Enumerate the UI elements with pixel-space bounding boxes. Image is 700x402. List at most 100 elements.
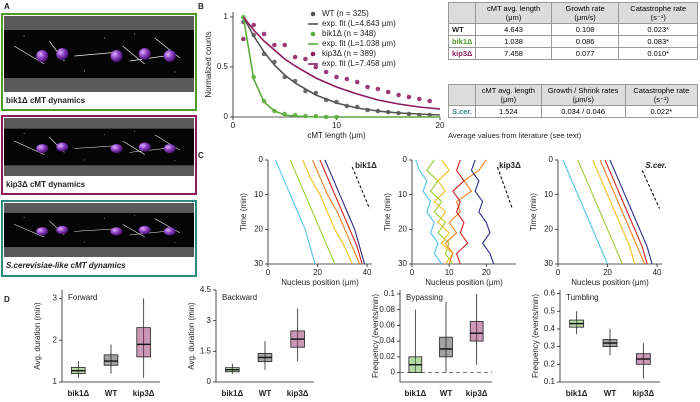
image-caption: S.cerevisiae-like cMT dynamics	[6, 261, 126, 270]
box	[136, 327, 151, 358]
row-label: S.cer.	[447, 105, 477, 118]
y-tick-label: 0.08	[379, 305, 395, 314]
trajectory	[452, 159, 469, 265]
trajectory	[609, 159, 653, 265]
y-tick-label: 0	[391, 368, 396, 377]
trajectory	[496, 166, 513, 209]
y-tick-label: 0.4	[544, 324, 556, 333]
data-point	[354, 79, 360, 85]
category-label: bik1Δ	[67, 389, 89, 398]
y-tick-label: 20	[398, 224, 407, 233]
legend-label: bik1Δ (n = 348)	[322, 29, 376, 38]
trajectory	[289, 159, 336, 265]
x-axis-label: Nucleus position (μm)	[281, 278, 359, 287]
table-cell: 0.034 / 0.046	[540, 105, 626, 118]
y-tick-label: 10	[544, 190, 553, 199]
data-point	[334, 74, 339, 80]
x-tick-label: 10	[332, 121, 341, 130]
data-point	[344, 76, 350, 82]
data-point	[365, 84, 370, 90]
trajectory	[470, 159, 495, 265]
y-axis-label: Time (min)	[529, 193, 538, 231]
data-table: cMT avg. length (μm) Growth rate (μm/s) Ca…	[447, 2, 698, 60]
table-cell: 0.022*	[624, 105, 699, 118]
x-tick-label: 0	[556, 268, 561, 277]
table-cell: 0.086	[550, 35, 620, 48]
x-tick-label: 0	[410, 268, 415, 277]
table-cell: 0.010*	[618, 47, 698, 60]
category-label: bik1Δ	[404, 389, 426, 398]
category-label: WT	[105, 389, 118, 398]
plot-title: bik1Δ	[355, 161, 377, 170]
data-point	[251, 22, 256, 28]
row-label: bik1Δ	[447, 35, 477, 48]
y-tick-label: 0	[207, 377, 212, 386]
y-axis-label: Frequency (events/min)	[531, 294, 540, 378]
data-point	[385, 89, 391, 95]
x-tick-label: 20	[313, 268, 322, 277]
legend-marker	[310, 11, 316, 17]
table-cell: 0.023*	[618, 23, 698, 36]
y-tick-label: 10	[398, 190, 407, 199]
category-label: WT	[604, 389, 617, 398]
trajectory	[433, 159, 454, 265]
x-tick-label: 20	[436, 121, 445, 130]
y-tick-label: 10	[254, 190, 263, 199]
y-tick-label: 0.6	[544, 289, 556, 298]
trajectory	[444, 159, 487, 265]
box	[469, 321, 484, 342]
category-label: kip3Δ	[133, 389, 155, 398]
data-point	[261, 31, 267, 37]
x-tick-label: 20	[482, 268, 491, 277]
x-tick-label: 0	[266, 268, 271, 277]
legend-label: kip3Δ (n = 389)	[322, 49, 376, 58]
y-tick-label: 0.3	[544, 342, 556, 351]
trajectory	[604, 159, 648, 265]
plot-title: Tumbling	[566, 293, 599, 302]
data-point	[417, 96, 422, 102]
y-tick-label: 20	[254, 224, 263, 233]
plot-title: kip3Δ	[499, 161, 521, 170]
trajectory	[274, 159, 316, 265]
trajectory	[415, 159, 443, 265]
trajectory	[562, 159, 609, 265]
legend-label: exp. fit (L=4.643 μm)	[322, 19, 396, 28]
box	[103, 354, 119, 366]
y-tick-label: 0.06	[379, 320, 395, 329]
y-tick-label: 0.04	[379, 336, 395, 345]
category-label: bik1Δ	[221, 389, 243, 398]
legend-marker	[310, 51, 316, 57]
category-label: kip3Δ	[287, 389, 309, 398]
panel-label: B	[198, 2, 204, 11]
data-point	[272, 42, 277, 48]
data-point	[396, 92, 401, 98]
row-label: WT	[447, 23, 477, 36]
table-cell: 1.524	[475, 105, 542, 118]
y-tick-label: 30	[544, 259, 553, 268]
y-tick-label: 0.5	[217, 62, 229, 71]
data-point	[303, 56, 308, 62]
x-axis-label: Nucleus position (μm)	[425, 278, 503, 287]
plot-title: S.cer.	[645, 161, 666, 170]
y-tick-label: 20	[544, 224, 553, 233]
y-tick-label: 0	[403, 155, 408, 164]
fit-line	[242, 16, 441, 110]
table-cell: 0.108	[550, 23, 620, 36]
trajectory	[324, 159, 366, 265]
y-tick-label: 0.02	[379, 352, 395, 361]
y-axis-label: Time (min)	[239, 193, 248, 231]
table-corner	[447, 84, 477, 106]
y-tick-label: 1	[224, 12, 229, 21]
x-tick-label: 40	[363, 268, 372, 277]
category-label: kip3Δ	[632, 389, 654, 398]
plot-title: Backward	[222, 293, 257, 302]
x-axis-label: Nucleus position (μm)	[571, 278, 649, 287]
data-point	[323, 69, 329, 75]
y-tick-label: 2	[53, 335, 58, 344]
table-cell: 4.643	[475, 23, 552, 36]
data-point	[375, 86, 381, 92]
y-tick-label: 0.1	[384, 289, 396, 298]
y-tick-label: 30	[398, 259, 407, 268]
y-tick-label: 0	[259, 155, 264, 164]
